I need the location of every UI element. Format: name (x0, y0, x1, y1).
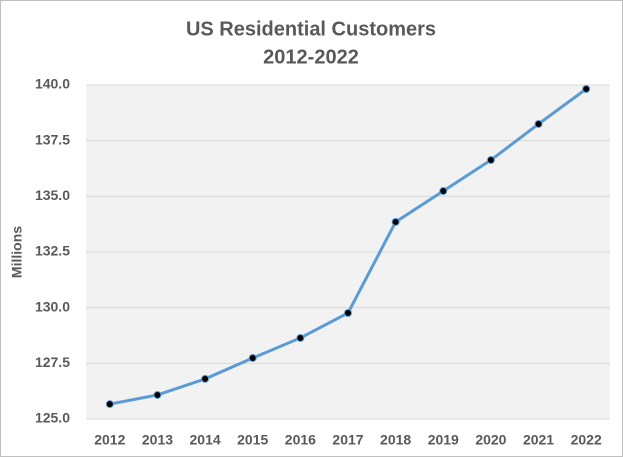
data-point (344, 309, 352, 318)
y-axis-label: Millions (9, 226, 25, 278)
data-point (582, 85, 591, 94)
x-tick-label: 2019 (428, 432, 459, 448)
y-tick-label: 125.0 (35, 410, 70, 426)
data-point (439, 186, 448, 195)
x-tick-label: 2016 (285, 432, 316, 448)
data-point (201, 374, 210, 383)
chart-title: US Residential Customers (186, 18, 436, 40)
chart-subtitle: 2012-2022 (263, 46, 359, 68)
x-tick-label: 2017 (332, 432, 363, 448)
data-point (248, 353, 257, 362)
y-tick-label: 130.0 (35, 298, 70, 314)
x-tick-label: 2020 (475, 432, 506, 448)
y-tick-label: 135.0 (35, 187, 70, 203)
x-tick-label: 2018 (380, 432, 411, 448)
y-tick-label: 137.5 (35, 131, 70, 147)
x-tick-label: 2015 (237, 432, 268, 448)
data-point (105, 400, 114, 409)
data-point (296, 333, 305, 342)
data-point (534, 119, 543, 128)
data-point (153, 390, 162, 399)
y-tick-label: 132.5 (35, 243, 70, 259)
x-tick-label: 2013 (142, 432, 173, 448)
x-tick-label: 2014 (190, 432, 221, 448)
data-point (486, 156, 495, 165)
data-point (391, 217, 400, 226)
y-tick-label: 140.0 (35, 76, 70, 92)
x-tick-label: 2012 (94, 432, 125, 448)
y-tick-label: 127.5 (35, 354, 70, 370)
x-tick-label: 2021 (523, 432, 554, 448)
x-tick-label: 2022 (571, 432, 602, 448)
